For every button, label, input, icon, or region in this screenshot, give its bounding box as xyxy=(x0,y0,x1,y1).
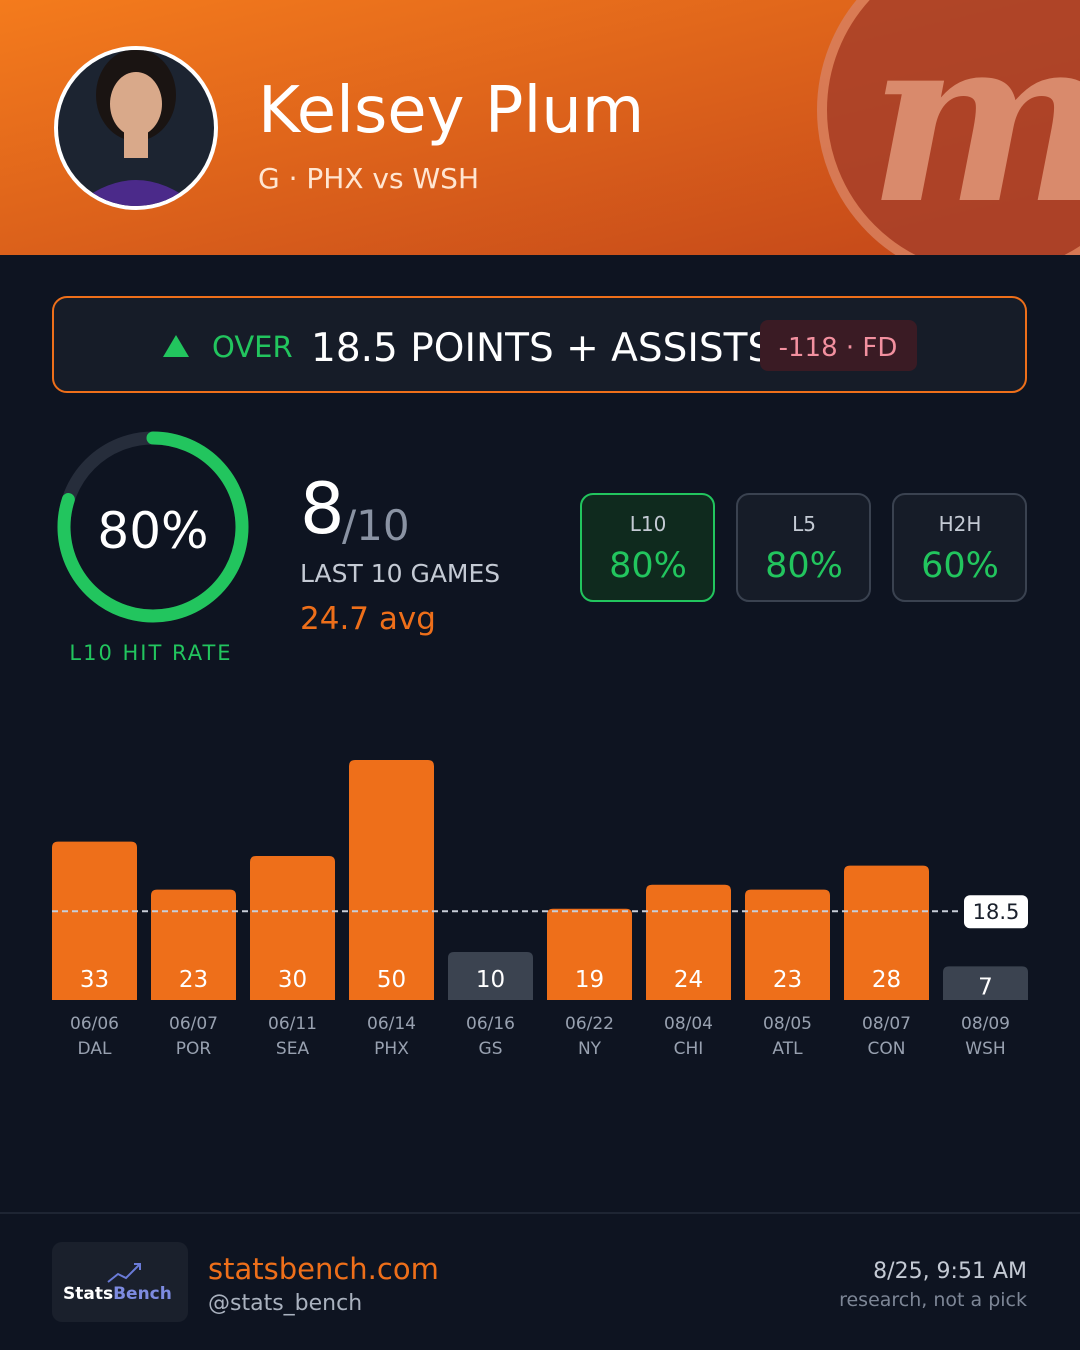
x-tick-label: 08/05 xyxy=(763,1014,812,1034)
handle: @stats_bench xyxy=(208,1291,362,1316)
opponent-label: DAL xyxy=(78,1039,112,1059)
logo-icon xyxy=(107,1263,141,1283)
hit-rate-value: 80% xyxy=(97,502,208,560)
hit-rate-arc xyxy=(57,431,249,623)
x-tick-label: 06/22 xyxy=(565,1014,614,1034)
bar-label: 24 xyxy=(674,967,703,993)
bar-label: 19 xyxy=(575,967,604,993)
opponent-label: NY xyxy=(578,1039,602,1059)
bar-label: 23 xyxy=(773,967,802,993)
odds-pill xyxy=(760,320,917,371)
prop-line: 18.5 POINTS + ASSISTS xyxy=(311,326,772,371)
bar-label: 50 xyxy=(377,967,406,993)
bar xyxy=(151,889,236,1000)
split-label: L10 xyxy=(630,512,667,536)
opponent-label: POR xyxy=(176,1039,212,1059)
bar-label: 10 xyxy=(476,967,505,993)
prop-odds: -118 · FD xyxy=(779,333,898,363)
hit-rate-caption: L10 HIT RATE xyxy=(69,641,232,665)
x-tick-label: 06/06 xyxy=(70,1014,119,1034)
team-logo: m xyxy=(817,0,1080,255)
bar-label: 7 xyxy=(978,974,993,1000)
split-value: 80% xyxy=(609,546,687,586)
x-tick-label: 06/11 xyxy=(268,1014,317,1034)
logo-bench: Bench xyxy=(113,1284,172,1304)
logo: StatsBench xyxy=(63,1284,172,1304)
opponent-label: WSH xyxy=(965,1039,1005,1059)
x-tick-label: 08/07 xyxy=(862,1014,911,1034)
over-arrow xyxy=(163,335,189,357)
split-value: 60% xyxy=(921,546,999,586)
avatar xyxy=(54,46,218,210)
record-caption: LAST 10 GAMES xyxy=(300,559,500,588)
bar-label: 28 xyxy=(872,967,901,993)
bar xyxy=(745,889,830,1000)
bar xyxy=(349,760,434,1000)
opponent-label: CHI xyxy=(674,1039,704,1059)
bar xyxy=(448,952,533,1000)
disclaimer: research, not a pick xyxy=(839,1289,1027,1311)
bar xyxy=(52,841,137,1000)
bar xyxy=(844,865,929,1000)
site: statsbench.com xyxy=(208,1252,439,1286)
x-tick-label: 08/04 xyxy=(664,1014,713,1034)
split-box xyxy=(580,493,715,602)
player-name: Kelsey Plum xyxy=(258,74,644,148)
bar-label: 33 xyxy=(80,967,109,993)
svg-text:m: m xyxy=(868,0,1080,255)
prop-side: OVER xyxy=(212,330,293,364)
bar xyxy=(250,856,335,1000)
bar-label: 23 xyxy=(179,967,208,993)
x-tick-label: 06/07 xyxy=(169,1014,218,1034)
x-tick-label: 06/14 xyxy=(367,1014,416,1034)
bar xyxy=(547,908,632,1000)
threshold-label: 18.5 xyxy=(973,900,1020,924)
opponent-label: CON xyxy=(868,1039,906,1059)
hits: 8 xyxy=(300,468,345,550)
x-tick-label: 06/16 xyxy=(466,1014,515,1034)
opponent-label: PHX xyxy=(374,1039,409,1059)
games: /10 xyxy=(342,501,410,550)
timestamp: 8/25, 9:51 AM xyxy=(873,1259,1027,1284)
split-box xyxy=(736,493,871,602)
split-label: H2H xyxy=(939,512,982,536)
bar-label: 30 xyxy=(278,967,307,993)
opponent-label: GS xyxy=(479,1039,503,1059)
opponent-label: ATL xyxy=(772,1039,803,1059)
average: 24.7 avg xyxy=(300,601,436,637)
logo-box xyxy=(52,1242,188,1322)
threshold-badge xyxy=(964,895,1028,929)
bar xyxy=(943,966,1028,1000)
bar xyxy=(646,884,731,1000)
split-label: L5 xyxy=(792,512,816,536)
split-value: 80% xyxy=(765,546,843,586)
logo-stats: Stats xyxy=(63,1284,113,1304)
split-box xyxy=(892,493,1027,602)
x-tick-label: 08/09 xyxy=(961,1014,1010,1034)
opponent-label: SEA xyxy=(276,1039,310,1059)
player-subtitle: G · PHX vs WSH xyxy=(258,162,479,195)
